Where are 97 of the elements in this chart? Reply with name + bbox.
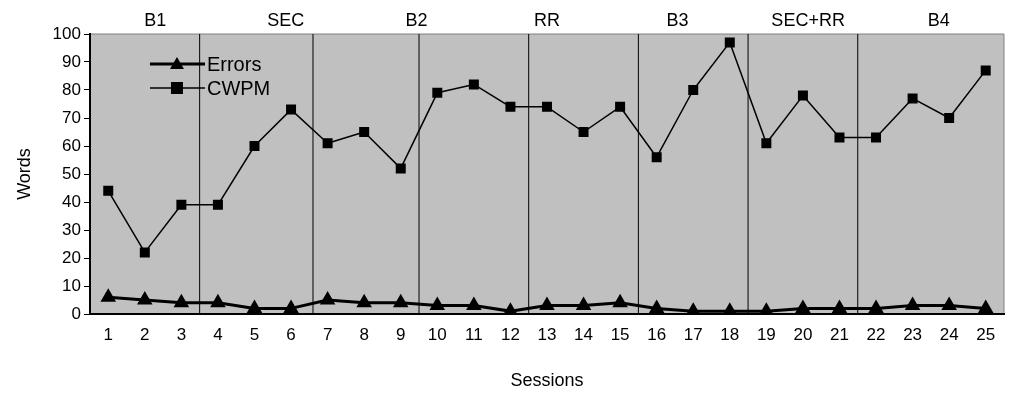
x-tick-label: 18 <box>720 324 740 344</box>
point <box>944 113 955 123</box>
y-tick-label: 60 <box>62 135 81 155</box>
x-tick-label: 11 <box>465 324 483 344</box>
point <box>907 93 918 104</box>
x-tick-label: 15 <box>610 324 630 344</box>
x-tick-label: 16 <box>647 324 667 344</box>
point <box>796 300 810 313</box>
point <box>139 247 150 258</box>
point <box>432 87 443 98</box>
x-tick-label: 9 <box>396 324 406 344</box>
point <box>649 300 664 313</box>
point <box>942 298 956 311</box>
x-tick-label: 14 <box>574 324 593 344</box>
point <box>394 295 408 308</box>
point <box>101 289 115 302</box>
point <box>869 300 883 313</box>
x-tick-label: 6 <box>286 324 296 344</box>
x-tick-label: 25 <box>976 324 996 344</box>
point <box>905 298 920 311</box>
point <box>832 300 847 313</box>
y-tick-label: 90 <box>62 51 81 71</box>
point <box>688 85 699 95</box>
point <box>980 65 991 76</box>
x-tick-label: 20 <box>793 324 813 344</box>
x-tick-label: 24 <box>939 324 959 344</box>
y-tick-label: 0 <box>71 303 81 323</box>
point <box>211 295 225 308</box>
legend-label: CWPM <box>206 76 271 99</box>
y-tick-label: 20 <box>62 247 81 267</box>
point <box>540 298 554 311</box>
point <box>138 292 152 305</box>
y-tick-label: 100 <box>52 23 81 43</box>
point <box>578 127 589 137</box>
point <box>247 300 262 313</box>
point <box>322 138 333 149</box>
y-tick-label: 10 <box>62 275 81 295</box>
x-tick-label: 8 <box>359 324 369 344</box>
point <box>212 199 223 210</box>
point <box>430 298 444 311</box>
x-tick-label: 13 <box>537 324 557 344</box>
text: SEC+RR <box>771 9 845 30</box>
y-axis-title: Words <box>13 148 34 200</box>
x-tick-label: 4 <box>213 324 223 344</box>
point <box>286 104 297 115</box>
x-tick-label: 3 <box>176 324 187 344</box>
text: B4 <box>927 9 950 30</box>
x-tick-label: 23 <box>903 324 923 344</box>
x-tick-label: 21 <box>830 324 849 344</box>
point <box>320 292 335 305</box>
point <box>871 132 882 143</box>
point <box>249 141 260 151</box>
x-tick-label: 12 <box>500 324 520 344</box>
point <box>284 300 298 313</box>
point <box>797 90 808 101</box>
point <box>615 101 626 112</box>
point <box>686 303 700 314</box>
point <box>613 295 627 308</box>
point <box>467 298 481 311</box>
point <box>979 300 993 313</box>
text: B2 <box>405 9 428 30</box>
y-tick-label: 70 <box>62 107 81 127</box>
x-tick-label: 17 <box>683 324 703 344</box>
point <box>357 295 371 308</box>
point <box>468 79 479 90</box>
point <box>724 37 735 48</box>
y-tick-label: 40 <box>62 191 81 211</box>
x-axis-title: Sessions <box>510 370 584 391</box>
x-tick-label: 5 <box>249 324 260 344</box>
text: B1 <box>144 9 167 30</box>
point <box>359 127 370 137</box>
point <box>759 303 774 314</box>
point <box>761 138 772 149</box>
point <box>541 101 552 112</box>
y-tick-label: 30 <box>62 219 81 239</box>
legend-label: Errors <box>206 52 262 75</box>
point <box>503 303 518 314</box>
x-tick-label: 22 <box>866 324 886 344</box>
x-tick-label: 2 <box>140 324 150 344</box>
text: B3 <box>666 9 689 30</box>
text: SEC <box>267 9 305 30</box>
point <box>576 298 591 311</box>
x-tick-label: 1 <box>103 324 113 344</box>
point <box>174 295 189 308</box>
point <box>176 199 187 210</box>
point <box>834 132 845 143</box>
point <box>723 303 737 314</box>
text: RR <box>533 9 560 30</box>
point <box>103 185 114 196</box>
point <box>505 101 516 112</box>
y-tick-label: 80 <box>62 79 81 99</box>
point <box>395 163 406 174</box>
y-tick-label: 50 <box>62 163 81 183</box>
point <box>651 152 662 163</box>
x-tick-label: 7 <box>322 324 333 344</box>
x-tick-label: 19 <box>756 324 776 344</box>
x-tick-label: 10 <box>427 324 447 344</box>
